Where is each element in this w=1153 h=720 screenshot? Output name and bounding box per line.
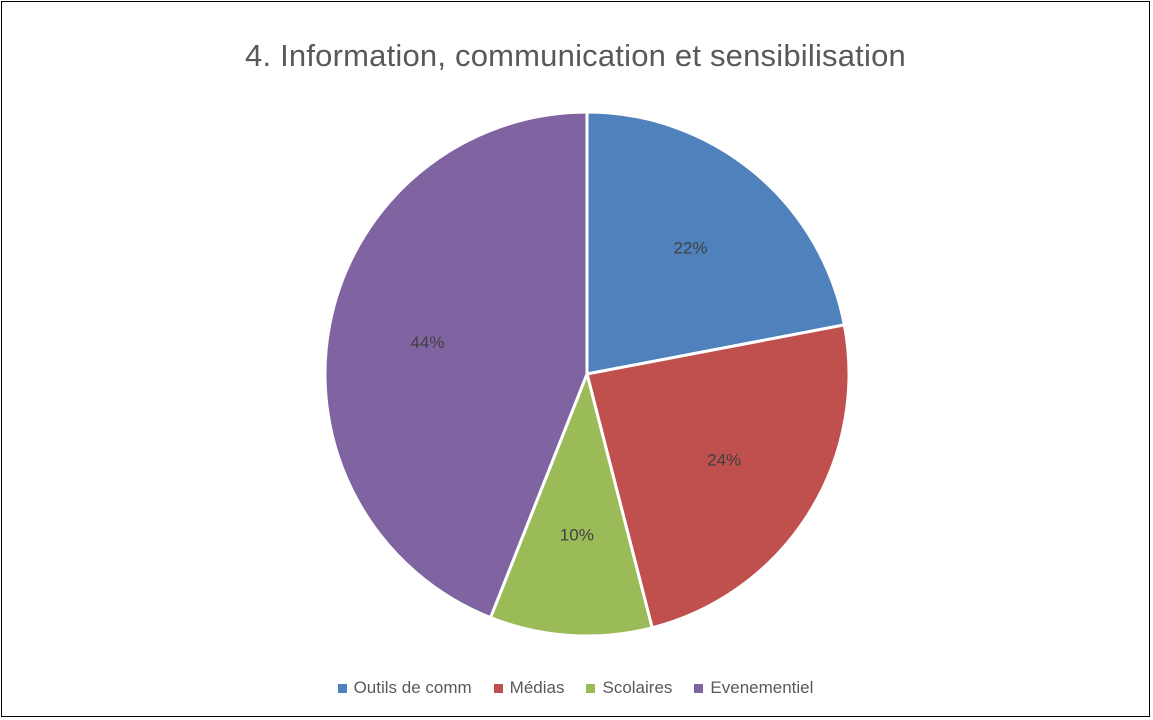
pie-slice-evenementiel [323,110,589,620]
data-label-medias: 24% [707,451,741,470]
pie-slice-outils-de-comm [585,110,847,376]
legend-label: Outils de comm [353,678,472,697]
legend-label: Evenementiel [710,678,814,697]
chart-title: 4. Information, communication et sensibi… [245,38,906,73]
pie-data-labels: 22% 24% 10% 44% [410,238,741,544]
legend-swatch [493,683,503,693]
data-label-evenementiel: 44% [410,333,444,352]
legend-swatch [694,683,704,693]
pie-slice-scolaires [488,369,654,638]
legend-item-scolaires: Scolaires [586,678,672,698]
legend-item-outils-de-comm: Outils de comm [337,678,472,698]
pie-slices [323,110,851,638]
legend: Outils de comm Médias Scolaires Evenemen… [2,678,1149,698]
pie-slice-medias [585,323,851,630]
legend-label: Médias [509,678,565,697]
data-label-outils-de-comm: 22% [674,238,708,257]
legend-swatch [337,683,347,693]
legend-item-medias: Médias [493,678,565,698]
data-label-scolaires: 10% [560,526,594,545]
legend-label: Scolaires [602,678,673,697]
legend-item-evenementiel: Evenementiel [694,678,813,698]
legend-swatch [586,683,596,693]
